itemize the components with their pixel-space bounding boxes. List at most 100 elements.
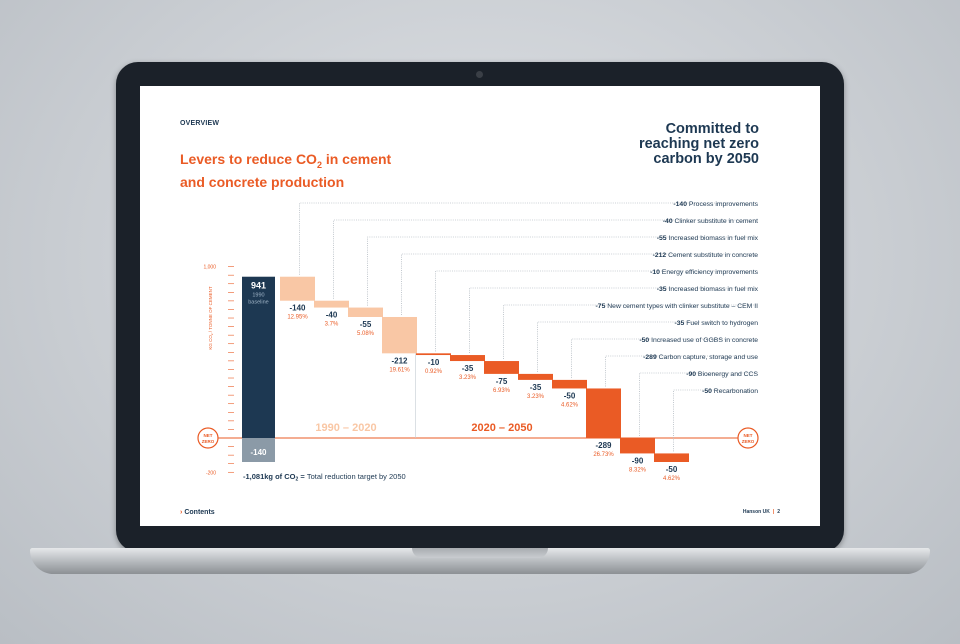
webcam-icon (476, 71, 483, 78)
net-zero-text: NET (204, 433, 213, 438)
baseline-offset-label: -140 (250, 448, 267, 457)
total-text: Total reduction target by 2050 (307, 472, 406, 481)
lever-text: Increased biomass in fuel mix (668, 286, 758, 293)
net-zero-badge-left (197, 427, 219, 449)
period-label: 1990 – 2020 (315, 422, 376, 434)
footer-brand: Hanson UK | 2 (743, 509, 780, 515)
lever-value: -35 (674, 320, 686, 327)
baseline-value: 941 (251, 281, 266, 291)
brand-name: Hanson UK (742, 509, 770, 515)
lever-description: -140 Process improvements (673, 201, 758, 208)
lever-value: -140 (673, 201, 689, 208)
lever-description: -50 Increased use of GGBS in concrete (639, 337, 758, 344)
headline-line: reaching net zero (638, 136, 759, 152)
lever-description: -90 Bioenergy and CCS (686, 371, 758, 378)
bar-value-label: -50 (666, 465, 678, 474)
lever-value: -10 (650, 269, 662, 276)
bar-value-label: -289 (595, 441, 612, 450)
leader-line (639, 372, 756, 436)
waterfall-bar (586, 388, 621, 438)
baseline-bar (242, 276, 275, 438)
contents-link[interactable]: › Contents (180, 509, 215, 516)
lever-text: Clinker substitute in cement (675, 218, 759, 225)
bar-percent-label: 5.08% (357, 331, 375, 337)
y-axis-label: KG CO2 / TONNE OF CEMENT (208, 286, 214, 350)
waterfall-bar (654, 453, 689, 462)
bar-percent-label: 4.62% (663, 476, 681, 482)
bar-percent-label: 26.73% (593, 452, 614, 458)
lever-text: Increased biomass in fuel mix (668, 235, 758, 242)
bar-percent-label: 3.7% (325, 322, 339, 328)
baseline-offset-bar (242, 438, 275, 462)
bar-value-label: -35 (530, 383, 542, 392)
leader-line (537, 321, 756, 372)
lever-description: -40 Clinker substitute in cement (663, 218, 758, 225)
baseline-label: 1990 (252, 293, 264, 299)
bar-percent-label: 3.23% (527, 394, 545, 400)
net-zero-text: NET (744, 433, 753, 438)
lever-value: -50 (639, 337, 651, 344)
total-reduction: -1,081kg of CO2 = Total reduction target… (243, 472, 406, 483)
bar-percent-label: 8.32% (629, 467, 647, 473)
baseline-label: baseline (248, 300, 269, 306)
lever-description: -10 Energy efficiency improvements (650, 269, 759, 276)
leader-line (673, 389, 756, 452)
bar-value-label: -40 (326, 311, 338, 320)
bar-value-label: -35 (462, 364, 474, 373)
title-subscript: 2 (316, 159, 322, 170)
laptop-notch (412, 548, 548, 558)
lever-text: New cement types with clinker substitute… (607, 303, 758, 310)
title-text-2: in cement (321, 151, 392, 167)
lever-value: -289 (643, 354, 659, 361)
headline-line: carbon by 2050 (653, 151, 759, 167)
bar-percent-label: 6.93% (493, 388, 511, 394)
headline: Committed to reaching net zero carbon by… (559, 122, 759, 167)
bar-percent-label: 12.95% (287, 315, 308, 321)
bar-value-label: -140 (289, 304, 306, 313)
lever-text: Energy efficiency improvements (662, 269, 759, 276)
slide-screen: OVERVIEW Levers to reduce CO2 in cement … (140, 86, 820, 526)
y-axis-label-text: / TONNE OF CEMENT (208, 286, 213, 333)
lever-text: Recarbonation (714, 388, 758, 395)
lever-text: Fuel switch to hydrogen (686, 320, 758, 327)
bar-percent-label: 19.61% (389, 367, 410, 373)
waterfall-bar (382, 316, 417, 354)
y-axis-label-text: KG CO (208, 335, 213, 350)
total-subscript: 2 (296, 477, 299, 483)
net-zero-text: ZERO (742, 439, 755, 444)
lever-text: Bioenergy and CCS (698, 371, 759, 378)
lever-text: Cement substitute in concrete (668, 252, 758, 259)
y-tick-label: 1,000 (203, 265, 216, 271)
lever-description: -35 Increased biomass in fuel mix (657, 286, 759, 293)
net-zero-text: ZERO (202, 439, 215, 444)
bar-value-label: -212 (391, 356, 408, 365)
lever-description: -35 Fuel switch to hydrogen (674, 320, 758, 327)
lever-description: -50 Recarbonation (702, 388, 758, 395)
y-tick-label: -200 (206, 470, 216, 476)
lever-description: -212 Cement substitute in concrete (653, 252, 759, 259)
lever-text: Process improvements (689, 201, 759, 208)
chart-title: Levers to reduce CO2 in cement and concr… (180, 151, 450, 191)
contents-label: Contents (184, 509, 215, 516)
waterfall-bar (314, 300, 349, 308)
leader-line (469, 287, 756, 354)
page-number: 2 (777, 509, 780, 515)
lever-description: -289 Carbon capture, storage and use (643, 354, 758, 361)
lever-value: -212 (653, 252, 669, 259)
lever-value: -40 (663, 218, 675, 225)
bar-percent-label: 0.92% (425, 369, 443, 375)
waterfall-bar (518, 373, 553, 380)
waterfall-bar (280, 276, 315, 301)
lever-value: -50 (702, 388, 714, 395)
lever-text: Carbon capture, storage and use (659, 354, 759, 361)
title-text-3: and concrete production (180, 173, 345, 190)
waterfall-bar (552, 379, 587, 389)
leader-line (435, 270, 756, 352)
bar-value-label: -55 (360, 320, 372, 329)
chevron-right-icon: › (180, 509, 183, 516)
bar-value-label: -50 (564, 391, 576, 400)
lever-value: -90 (686, 371, 698, 378)
leader-line (401, 253, 756, 315)
period-label: 2020 – 2050 (471, 422, 532, 434)
